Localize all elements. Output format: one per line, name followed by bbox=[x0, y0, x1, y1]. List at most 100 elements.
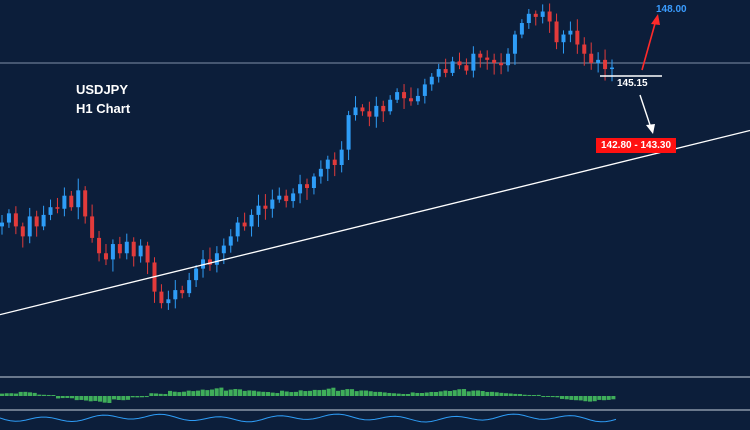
histogram-bar bbox=[284, 391, 289, 396]
histogram-bar bbox=[354, 391, 359, 396]
histogram-bar bbox=[443, 390, 448, 396]
histogram-bar bbox=[56, 396, 61, 399]
candle-body bbox=[499, 62, 504, 66]
histogram-bar bbox=[280, 390, 285, 396]
target-down-label: 142.80 - 143.30 bbox=[596, 138, 677, 153]
histogram-bar bbox=[574, 396, 579, 401]
histogram-bar bbox=[546, 396, 551, 397]
histogram-bar bbox=[42, 394, 47, 396]
candle-body bbox=[325, 159, 330, 169]
candle-body bbox=[332, 159, 337, 165]
candle-body bbox=[526, 13, 531, 24]
histogram-bar bbox=[23, 391, 28, 396]
histogram-bar bbox=[0, 393, 5, 396]
histogram-bar bbox=[550, 396, 555, 398]
candle-body bbox=[83, 190, 88, 217]
histogram-bar bbox=[368, 391, 373, 396]
histogram-bar bbox=[154, 393, 159, 396]
histogram-bar bbox=[28, 392, 33, 396]
candle-body bbox=[284, 195, 289, 202]
histogram-bar bbox=[490, 391, 495, 396]
candle-body bbox=[228, 236, 233, 246]
histogram-bar bbox=[303, 391, 308, 396]
histogram-bar bbox=[336, 390, 341, 396]
candle-body bbox=[450, 61, 455, 73]
histogram-bar bbox=[448, 391, 453, 396]
histogram-bar bbox=[560, 396, 565, 399]
histogram-bar bbox=[508, 393, 513, 396]
candle-body bbox=[339, 149, 344, 165]
candle-body bbox=[443, 69, 448, 73]
histogram-bar bbox=[485, 391, 490, 396]
histogram-bar bbox=[401, 393, 406, 396]
histogram-bar bbox=[606, 396, 611, 400]
candle-body bbox=[201, 259, 206, 269]
histogram-bar bbox=[578, 396, 583, 401]
pivot-label: 145.15 bbox=[617, 78, 648, 89]
candle-body bbox=[194, 268, 199, 281]
histogram-bar bbox=[378, 391, 383, 396]
candle-body bbox=[311, 176, 316, 189]
candle-body bbox=[568, 30, 573, 35]
histogram-bar bbox=[275, 393, 280, 396]
histogram-bar bbox=[541, 396, 546, 398]
arrow-up bbox=[641, 19, 657, 71]
histogram-bar bbox=[256, 391, 261, 396]
histogram-bar bbox=[126, 396, 131, 400]
histogram-bar bbox=[196, 390, 201, 396]
histogram-bar bbox=[382, 392, 387, 396]
candle-body bbox=[478, 53, 483, 58]
histogram-bar bbox=[247, 390, 252, 396]
candle-body bbox=[0, 222, 4, 227]
histogram-bar bbox=[60, 396, 65, 399]
histogram-bar bbox=[51, 395, 56, 396]
candle-body bbox=[180, 290, 185, 294]
candle-body bbox=[235, 222, 240, 237]
candle-body bbox=[187, 280, 192, 294]
candle-body bbox=[291, 193, 296, 202]
histogram-bar bbox=[438, 391, 443, 396]
candle-body bbox=[145, 245, 150, 263]
candle-body bbox=[582, 44, 587, 54]
arrow-up-head bbox=[651, 14, 660, 25]
arrow-down bbox=[639, 94, 652, 129]
histogram-bar bbox=[396, 393, 401, 396]
candle-body bbox=[117, 244, 122, 254]
histogram-bar bbox=[79, 396, 84, 400]
histogram-bar bbox=[102, 396, 107, 403]
histogram-bar bbox=[158, 393, 163, 396]
histogram-bar bbox=[116, 396, 121, 400]
candle-body bbox=[429, 76, 434, 85]
histogram-bar bbox=[107, 396, 112, 403]
histogram-bar bbox=[322, 389, 327, 396]
histogram-bar bbox=[340, 389, 345, 396]
histogram-bar bbox=[172, 391, 177, 396]
candle-body bbox=[249, 214, 254, 227]
candle-body bbox=[519, 23, 524, 35]
histogram-bar bbox=[597, 396, 602, 400]
candle-body bbox=[69, 195, 74, 208]
histogram-bar bbox=[308, 390, 313, 396]
candle-body bbox=[353, 107, 358, 116]
histogram-bar bbox=[359, 390, 364, 396]
candle-body bbox=[360, 107, 365, 112]
candle-body bbox=[256, 205, 261, 215]
histogram-bar bbox=[555, 396, 560, 398]
candle-body bbox=[346, 115, 351, 150]
histogram-bar bbox=[88, 396, 93, 402]
candle-body bbox=[408, 98, 413, 102]
candle-body bbox=[263, 205, 268, 209]
histogram-bar bbox=[252, 390, 257, 396]
histogram-bar bbox=[350, 389, 355, 396]
candle-body bbox=[277, 195, 282, 200]
candle-body bbox=[55, 207, 60, 209]
histogram-bar bbox=[163, 394, 168, 396]
histogram-bar bbox=[457, 389, 462, 396]
candle-body bbox=[402, 92, 407, 99]
candle-body bbox=[27, 216, 32, 237]
candle-body bbox=[48, 207, 53, 215]
candle-body bbox=[485, 57, 490, 60]
histogram-bar bbox=[210, 389, 215, 396]
target-up-label: 148.00 bbox=[656, 4, 687, 15]
